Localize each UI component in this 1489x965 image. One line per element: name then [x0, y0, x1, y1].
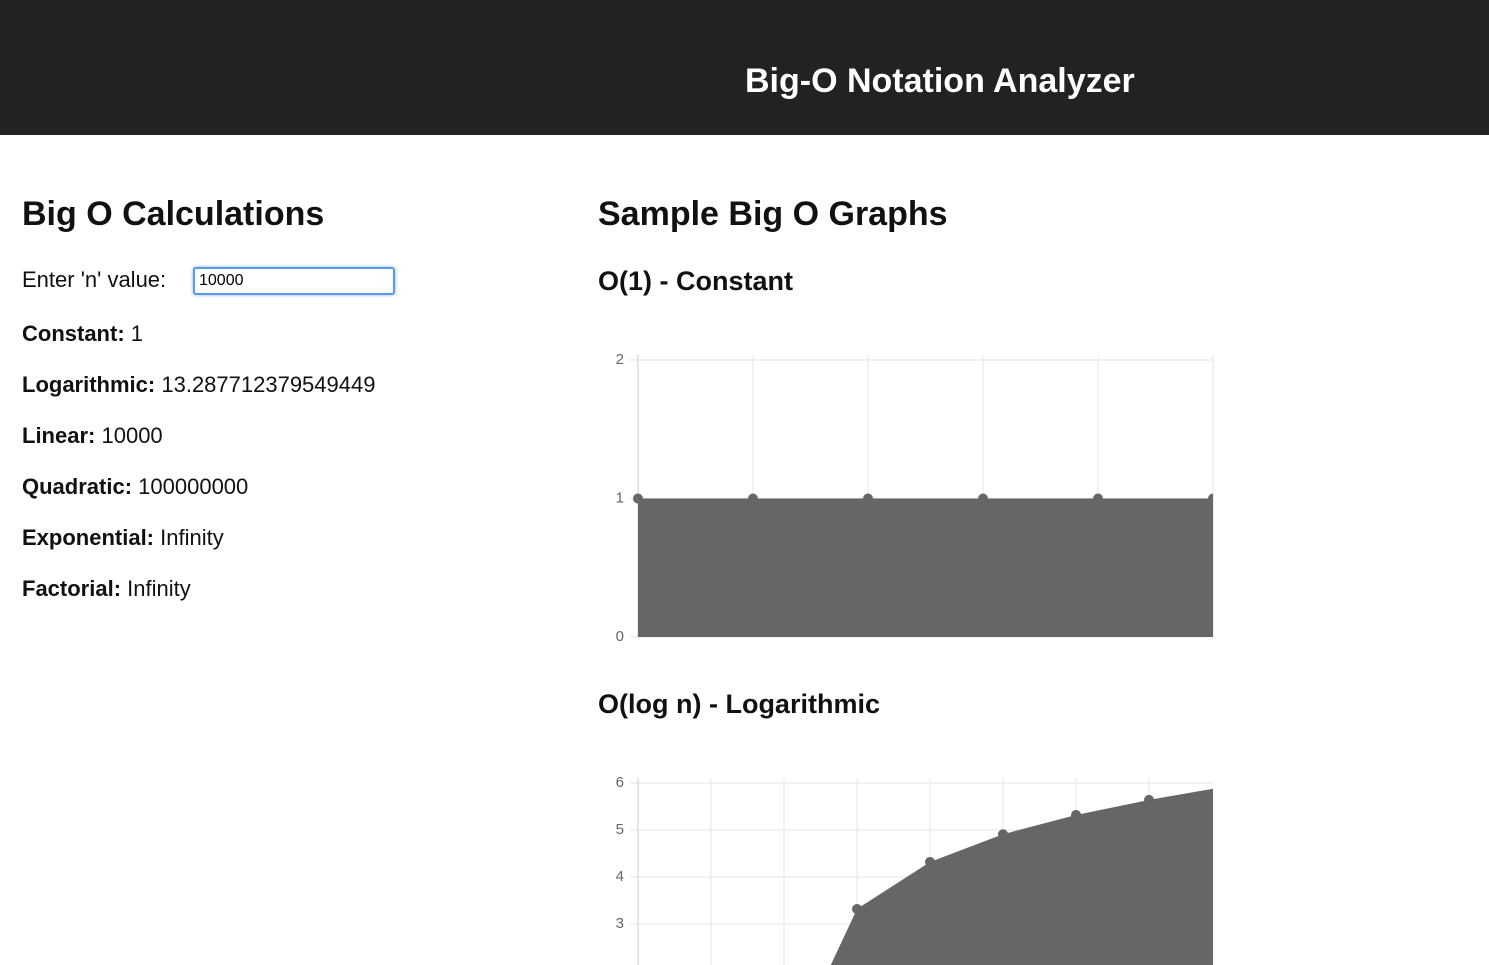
y-tick-label: 5 [616, 821, 624, 838]
result-value: Infinity [160, 525, 224, 550]
point [633, 493, 643, 504]
result-value: 10000 [101, 423, 163, 448]
point [1144, 794, 1154, 805]
result-value: Infinity [127, 576, 191, 601]
y-tick-label: 1 [616, 489, 624, 506]
point [1208, 493, 1213, 504]
result-label: Constant: [22, 321, 125, 346]
section-title: Big O Calculations [22, 195, 325, 233]
point [748, 493, 758, 504]
point [1093, 493, 1103, 504]
result-label: Linear: [22, 423, 96, 448]
chart: 0 1 2 [616, 351, 1214, 645]
input-label: Enter 'n' value: [22, 267, 167, 292]
area [638, 498, 1213, 637]
chart-title: O(1) - Constant [598, 266, 793, 296]
point [863, 493, 873, 504]
y-tick-label: 0 [616, 628, 624, 645]
result-label: Logarithmic: [22, 372, 156, 397]
y-tick-label: 2 [616, 962, 624, 965]
app-header: Big-O Notation Analyzer [0, 0, 1489, 135]
y-tick-label: 4 [616, 868, 624, 885]
point [998, 829, 1008, 840]
result-value: 100000000 [138, 474, 249, 499]
y-tick-label: 6 [616, 774, 624, 791]
result-row: Linear: 10000 [22, 423, 163, 449]
point [852, 903, 862, 914]
result-label: Quadratic: [22, 474, 133, 499]
area [830, 788, 1213, 965]
n-input[interactable] [193, 267, 395, 295]
point [1217, 782, 1218, 792]
point [925, 856, 935, 867]
result-label: Exponential: [22, 525, 155, 550]
result-row: Quadratic: 100000000 [22, 474, 248, 500]
result-row: Factorial: Infinity [22, 576, 191, 602]
result-value: 1 [130, 321, 144, 346]
chart-title: O(log n) - Logarithmic [598, 689, 880, 719]
y-tick-label: 2 [616, 351, 624, 368]
result-row: Constant: 1 [22, 321, 143, 347]
point [1071, 809, 1081, 820]
y-tick-label: 3 [616, 915, 624, 932]
app-title: Big-O Notation Analyzer [745, 62, 1135, 100]
section-title: Sample Big O Graphs [598, 195, 948, 233]
result-row: Logarithmic: 13.287712379549449 [22, 372, 375, 398]
result-label: Factorial: [22, 576, 122, 601]
point [978, 493, 988, 504]
chart: 2 3 4 5 6 [616, 774, 1218, 965]
result-value: 13.287712379549449 [161, 372, 376, 397]
result-row: Exponential: Infinity [22, 525, 224, 551]
